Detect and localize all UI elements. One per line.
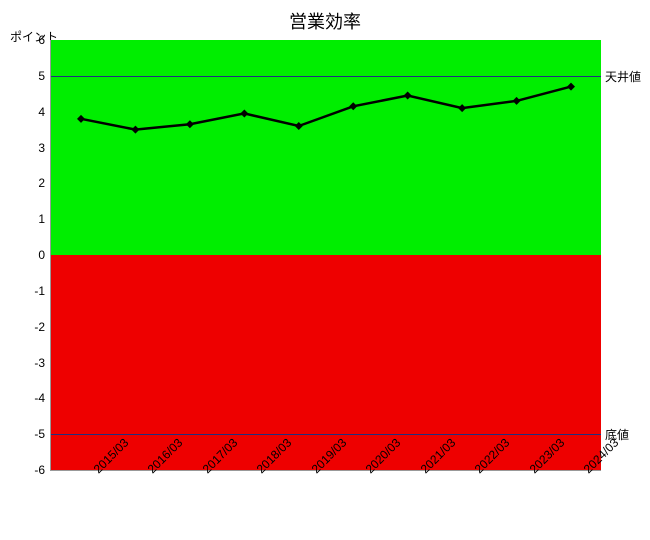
y-tick-label: -3 [34,356,51,370]
chart-svg [51,40,601,470]
y-tick-label: -1 [34,284,51,298]
series-line [81,87,571,130]
chart-title: 営業効率 [0,8,650,34]
plot-area: 天井値底値-6-5-4-3-2-101234562015/032016/0320… [50,40,601,471]
data-marker [186,120,194,128]
data-marker [240,109,248,117]
data-marker [131,126,139,134]
y-tick-label: 1 [38,212,51,226]
data-marker [567,83,575,91]
y-tick-label: 3 [38,141,51,155]
chart-container: 営業効率 ポイント 天井値底値-6-5-4-3-2-101234562015/0… [0,0,650,540]
y-tick-label: 0 [38,248,51,262]
data-marker [349,102,357,110]
data-marker [404,92,412,100]
data-marker [513,97,521,105]
data-marker [458,104,466,112]
data-marker [77,115,85,123]
reference-line [51,434,601,435]
y-tick-label: -5 [34,427,51,441]
y-tick-label: 2 [38,176,51,190]
y-tick-label: 5 [38,69,51,83]
y-tick-label: -4 [34,391,51,405]
y-tick-label: -6 [34,463,51,477]
reference-line [51,76,601,77]
y-tick-label: -2 [34,320,51,334]
y-tick-label: 4 [38,105,51,119]
data-marker [295,122,303,130]
y-tick-label: 6 [38,33,51,47]
reference-line-label: 天井値 [605,68,641,85]
